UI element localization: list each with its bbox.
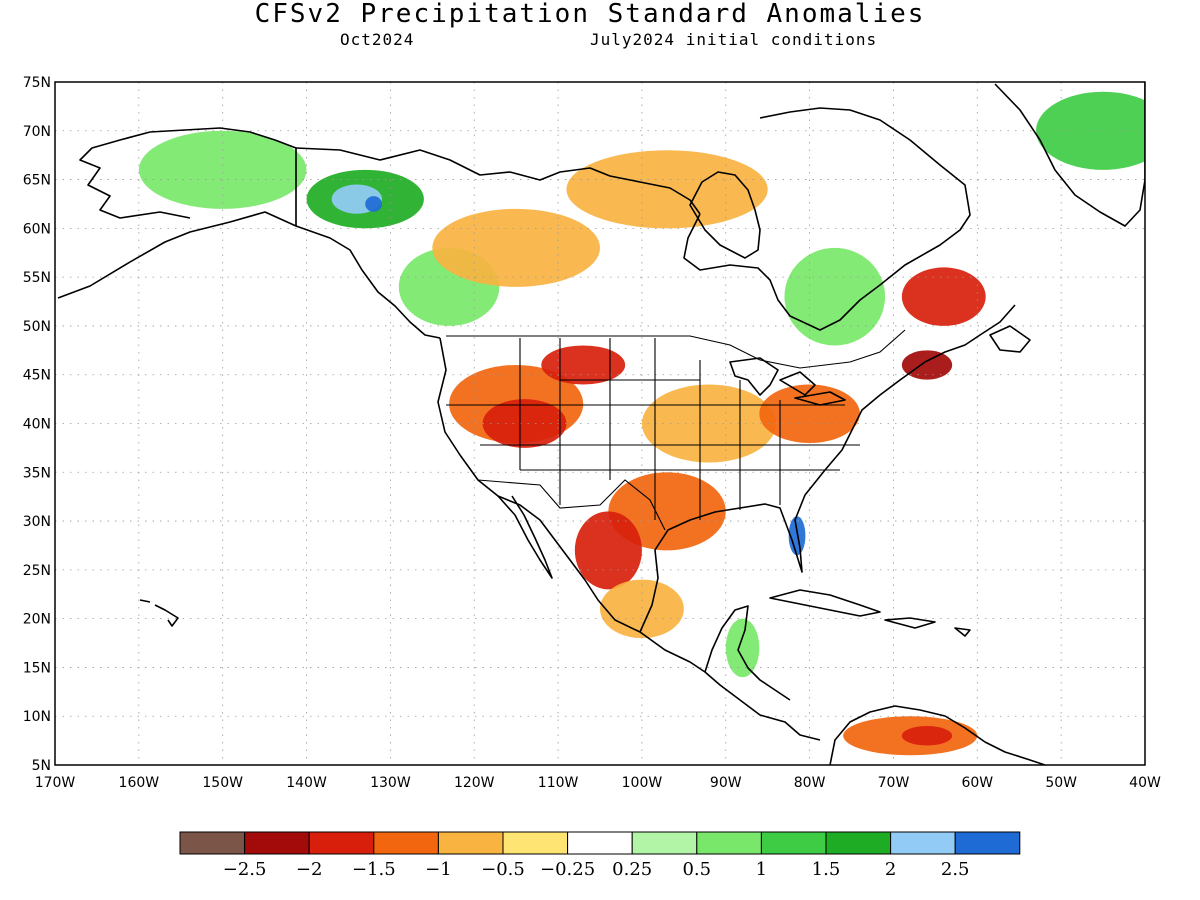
gulf-east-coast bbox=[639, 304, 1016, 633]
anomaly-region-greenland-wet bbox=[1036, 91, 1145, 170]
colorbar-label: 0.25 bbox=[612, 859, 652, 880]
lat-tick-label: 20N bbox=[23, 612, 51, 628]
lat-tick-label: 55N bbox=[23, 270, 51, 286]
colorbar-label: −1 bbox=[425, 859, 452, 880]
us-mexico-border bbox=[477, 479, 666, 531]
coastlines bbox=[57, 82, 1145, 765]
colorbar: −2.5 −2 −1.5 −1 −0.5 −0.25 0.25 0.5 1 1.5 2 2.5 bbox=[179, 831, 1021, 880]
colorbar-label: 2.5 bbox=[941, 859, 970, 880]
anomaly-layer bbox=[138, 91, 1145, 756]
colorbar-label: −2.5 bbox=[223, 859, 267, 880]
anomaly-region-yukon-extreme-wet bbox=[365, 196, 382, 212]
lon-tick-label: 40W bbox=[1129, 775, 1161, 791]
colorbar-swatch bbox=[760, 831, 827, 855]
newfoundland-coast bbox=[989, 325, 1031, 353]
lat-tick-label: 40N bbox=[23, 417, 51, 433]
lat-tick-label: 50N bbox=[23, 319, 51, 335]
latitude-axis: 75N 70N 65N 60N 55N 50N 45N 40N 35N 30N 25N 20N 15N 1… bbox=[23, 75, 51, 774]
lat-tick-label: 10N bbox=[23, 709, 51, 725]
anomaly-region-texas-dry bbox=[608, 472, 726, 551]
lon-tick-label: 170W bbox=[35, 775, 76, 791]
colorbar-swatch bbox=[696, 831, 762, 855]
lat-tick-label: 60N bbox=[23, 221, 51, 237]
plot-area bbox=[54, 81, 1146, 766]
lon-tick-label: 110W bbox=[538, 775, 579, 791]
us-states-grid bbox=[446, 338, 860, 520]
lat-tick-label: 65N bbox=[23, 173, 51, 189]
lon-tick-label: 160W bbox=[119, 775, 160, 791]
canada-arctic-coast bbox=[295, 107, 971, 331]
plot-frame bbox=[54, 81, 1146, 766]
lon-tick-label: 140W bbox=[286, 775, 327, 791]
lat-tick-label: 30N bbox=[23, 514, 51, 530]
lat-tick-label: 25N bbox=[23, 563, 51, 579]
anomaly-region-plains-dry bbox=[541, 345, 626, 385]
anomaly-region-quebec-wet bbox=[784, 247, 886, 346]
lon-tick-label: 70W bbox=[878, 775, 910, 791]
colorbar-label: 0.5 bbox=[682, 859, 711, 880]
anomaly-region-canada-dry-west bbox=[432, 208, 600, 287]
grid-layer bbox=[55, 82, 1145, 765]
colorbar-swatch bbox=[631, 831, 698, 855]
alaska-coast bbox=[57, 127, 441, 339]
cuba-coast bbox=[769, 589, 971, 637]
colorbar-label: −0.25 bbox=[540, 859, 595, 880]
lat-tick-label: 75N bbox=[23, 75, 51, 91]
longitude-axis: 170W 160W 150W 140W 130W 120W 110W 100W 90W 80W 70… bbox=[35, 775, 1161, 791]
lon-tick-label: 60W bbox=[961, 775, 993, 791]
colorbar-swatch bbox=[373, 831, 439, 855]
colorbar-label: −1.5 bbox=[352, 859, 396, 880]
anomaly-region-venezuela-core bbox=[901, 725, 953, 746]
map-title: CFSv2 Precipitation Standard Anomalies bbox=[255, 0, 926, 29]
lat-tick-label: 35N bbox=[23, 465, 51, 481]
lat-tick-label: 45N bbox=[23, 368, 51, 384]
colorbar-swatch bbox=[308, 831, 375, 855]
hawaii-islands bbox=[139, 599, 179, 627]
anomaly-region-alaska-wet bbox=[138, 130, 307, 209]
anomaly-region-maritimes-dry bbox=[901, 350, 953, 380]
anomaly-region-labrador-dry bbox=[901, 267, 986, 326]
lat-tick-label: 5N bbox=[32, 758, 51, 774]
anomaly-region-east-dry bbox=[759, 384, 860, 444]
hudson-bay-coast bbox=[689, 171, 761, 259]
lat-tick-label: 70N bbox=[23, 124, 51, 140]
lon-tick-label: 130W bbox=[370, 775, 411, 791]
colorbar-swatch bbox=[179, 831, 246, 855]
colorbar-label: 1.5 bbox=[812, 859, 841, 880]
map-subtitle-right: July2024 initial conditions bbox=[590, 30, 877, 49]
anomaly-region-great-basin-dry bbox=[482, 399, 567, 448]
lon-tick-label: 150W bbox=[202, 775, 243, 791]
colorbar-swatch bbox=[954, 831, 1021, 855]
great-lakes bbox=[729, 357, 846, 406]
baja-coast bbox=[497, 495, 553, 579]
central-america-coast bbox=[704, 605, 791, 701]
political-borders bbox=[295, 148, 906, 531]
colorbar-label: −2 bbox=[296, 859, 323, 880]
lon-tick-label: 50W bbox=[1045, 775, 1077, 791]
colorbar-swatch bbox=[502, 831, 569, 855]
colorbar-swatch bbox=[244, 831, 310, 855]
west-coast bbox=[437, 337, 821, 741]
lon-tick-label: 100W bbox=[622, 775, 663, 791]
lon-tick-label: 120W bbox=[454, 775, 495, 791]
colorbar-label: −0.5 bbox=[481, 859, 525, 880]
colorbar-swatch bbox=[825, 831, 892, 855]
us-canada-border bbox=[446, 329, 906, 369]
colorbar-swatch bbox=[890, 831, 956, 855]
colorbar-label: 1 bbox=[756, 859, 767, 880]
anomaly-region-mexico-dry bbox=[574, 511, 642, 590]
lon-tick-label: 90W bbox=[710, 775, 742, 791]
south-america-coast bbox=[829, 705, 1046, 765]
colorbar-swatch bbox=[437, 831, 504, 855]
map-subtitle-left: Oct2024 bbox=[340, 30, 414, 49]
anomaly-region-canada-dry-central bbox=[566, 150, 768, 229]
lat-tick-label: 15N bbox=[23, 660, 51, 676]
colorbar-label: 2 bbox=[885, 859, 896, 880]
anomaly-region-central-america-wet bbox=[725, 618, 760, 678]
colorbar-swatch bbox=[567, 831, 633, 855]
greenland-coast bbox=[994, 82, 1145, 227]
lon-tick-label: 80W bbox=[794, 775, 826, 791]
